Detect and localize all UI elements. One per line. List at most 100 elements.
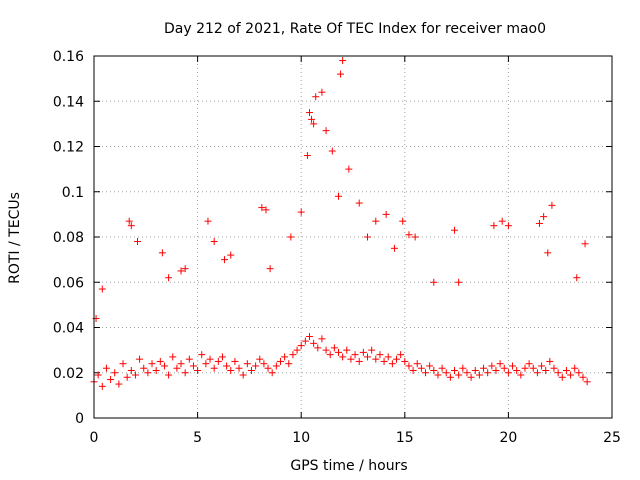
grid-lines xyxy=(94,56,612,418)
data-point xyxy=(390,244,398,252)
data-point xyxy=(521,364,529,372)
data-point xyxy=(119,360,127,368)
data-point xyxy=(94,371,102,379)
x-tick-label: 20 xyxy=(499,430,517,446)
data-point xyxy=(310,120,318,128)
data-point xyxy=(227,251,235,259)
data-point xyxy=(463,369,471,377)
x-axis-title: GPS time / hours xyxy=(290,458,407,474)
data-point xyxy=(111,369,119,377)
data-point xyxy=(355,199,363,207)
x-tick-label: 25 xyxy=(603,430,621,446)
data-point xyxy=(337,70,345,78)
data-point xyxy=(517,371,525,379)
data-point xyxy=(322,346,330,354)
data-point xyxy=(243,360,251,368)
data-point xyxy=(173,364,181,372)
data-point xyxy=(542,366,550,374)
data-point xyxy=(438,364,446,372)
data-point xyxy=(581,240,589,248)
data-point xyxy=(368,346,376,354)
data-point xyxy=(158,249,166,257)
data-point xyxy=(554,369,562,377)
data-point xyxy=(264,364,272,372)
data-point xyxy=(467,373,475,381)
data-point xyxy=(214,357,222,365)
data-point xyxy=(500,364,508,372)
data-point xyxy=(312,93,320,101)
data-point xyxy=(223,362,231,370)
data-point xyxy=(550,364,558,372)
y-tick-label: 0.16 xyxy=(53,49,84,65)
data-point xyxy=(490,222,498,230)
data-point xyxy=(165,371,173,379)
data-point xyxy=(198,351,206,359)
data-point xyxy=(413,360,421,368)
data-point xyxy=(247,366,255,374)
data-point xyxy=(185,355,193,363)
y-tick-label: 0 xyxy=(75,411,84,427)
data-point xyxy=(359,348,367,356)
data-point xyxy=(169,353,177,361)
x-tick-label: 5 xyxy=(193,430,202,446)
data-point xyxy=(488,362,496,370)
data-point xyxy=(583,378,591,386)
data-point xyxy=(301,337,309,345)
data-point xyxy=(480,364,488,372)
data-point xyxy=(544,249,552,257)
data-point xyxy=(364,353,372,361)
data-point xyxy=(339,353,347,361)
data-point xyxy=(525,360,533,368)
data-point xyxy=(405,362,413,370)
data-point xyxy=(567,371,575,379)
data-point xyxy=(144,369,152,377)
data-point xyxy=(148,360,156,368)
data-point xyxy=(289,351,297,359)
data-point xyxy=(434,371,442,379)
data-point xyxy=(268,369,276,377)
data-point xyxy=(125,217,133,225)
data-point xyxy=(318,88,326,96)
data-point xyxy=(165,274,173,282)
data-point xyxy=(140,364,148,372)
data-point xyxy=(98,285,106,293)
data-point xyxy=(204,217,212,225)
data-point xyxy=(328,147,336,155)
data-point xyxy=(347,355,355,363)
data-points xyxy=(90,57,591,390)
data-point xyxy=(127,222,135,230)
data-point xyxy=(115,380,123,388)
data-point xyxy=(266,265,274,273)
data-point xyxy=(181,369,189,377)
y-tick-label: 0.08 xyxy=(53,230,84,246)
data-point xyxy=(107,376,115,384)
data-point xyxy=(231,357,239,365)
data-point xyxy=(409,366,417,374)
data-point xyxy=(382,210,390,218)
data-point xyxy=(293,346,301,354)
data-point xyxy=(310,339,318,347)
data-point xyxy=(339,57,347,65)
data-point xyxy=(218,353,226,361)
data-point xyxy=(376,351,384,359)
data-point xyxy=(152,366,160,374)
data-point xyxy=(509,362,517,370)
data-point xyxy=(442,369,450,377)
data-point xyxy=(535,219,543,227)
data-point xyxy=(262,206,270,214)
data-point xyxy=(529,364,537,372)
data-point xyxy=(496,360,504,368)
data-point xyxy=(422,369,430,377)
data-point xyxy=(252,362,260,370)
data-point xyxy=(334,348,342,356)
data-point xyxy=(156,357,164,365)
y-tick-label: 0.02 xyxy=(53,366,84,382)
data-point xyxy=(558,373,566,381)
data-point xyxy=(451,366,459,374)
data-point xyxy=(546,357,554,365)
data-point xyxy=(405,231,413,239)
data-point xyxy=(446,373,454,381)
y-tick-label: 0.04 xyxy=(53,321,84,337)
data-point xyxy=(343,346,351,354)
